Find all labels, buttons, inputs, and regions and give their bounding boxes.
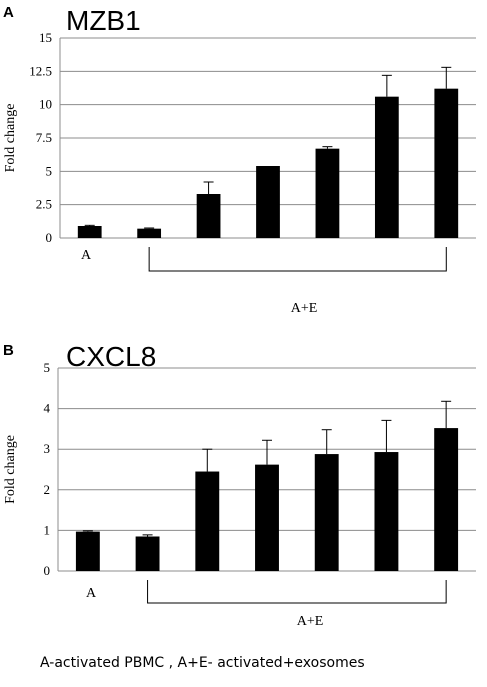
bar [256,166,280,238]
group-label-a: A [81,248,92,263]
y-tick-label: 5 [46,163,53,178]
bar [75,531,100,571]
bar [374,452,399,571]
chart-title: MZB1 [66,5,141,36]
y-axis-label: Fold change [3,435,18,504]
y-tick-label: 4 [44,401,51,416]
y-tick-label: 3 [44,441,51,456]
panel-letter: A [3,4,14,21]
bar [77,226,102,238]
group-bracket [147,580,447,604]
y-tick-label: 15 [39,30,52,45]
bar [314,454,339,571]
y-tick-label: 2 [44,482,51,497]
bar [196,194,221,238]
y-tick-label: 10 [39,97,52,112]
y-tick-label: 2.5 [36,197,52,212]
y-tick-label: 7.5 [36,130,52,145]
bar [137,228,162,238]
y-tick-label: 12.5 [29,63,52,78]
y-tick-label: 5 [44,360,51,375]
figure-caption: A-activated PBMC , A+E- activated+exosom… [40,655,365,671]
y-tick-label: 0 [46,230,53,245]
bar [255,464,279,571]
bar [434,88,459,239]
chart-title: CXCL8 [66,341,156,372]
bar [315,148,340,238]
group-label-a-plus-e: A+E [291,301,318,316]
y-tick-label: 1 [44,522,51,537]
y-axis-label: Fold change [3,104,18,173]
bar [434,428,459,571]
group-bracket [148,247,447,272]
panel-letter: B [3,342,14,359]
bar [195,471,220,571]
group-label-a: A [86,586,97,601]
bar [135,536,160,571]
y-tick-label: 0 [44,563,51,578]
group-label-a-plus-e: A+E [297,614,324,629]
bar [374,96,399,239]
